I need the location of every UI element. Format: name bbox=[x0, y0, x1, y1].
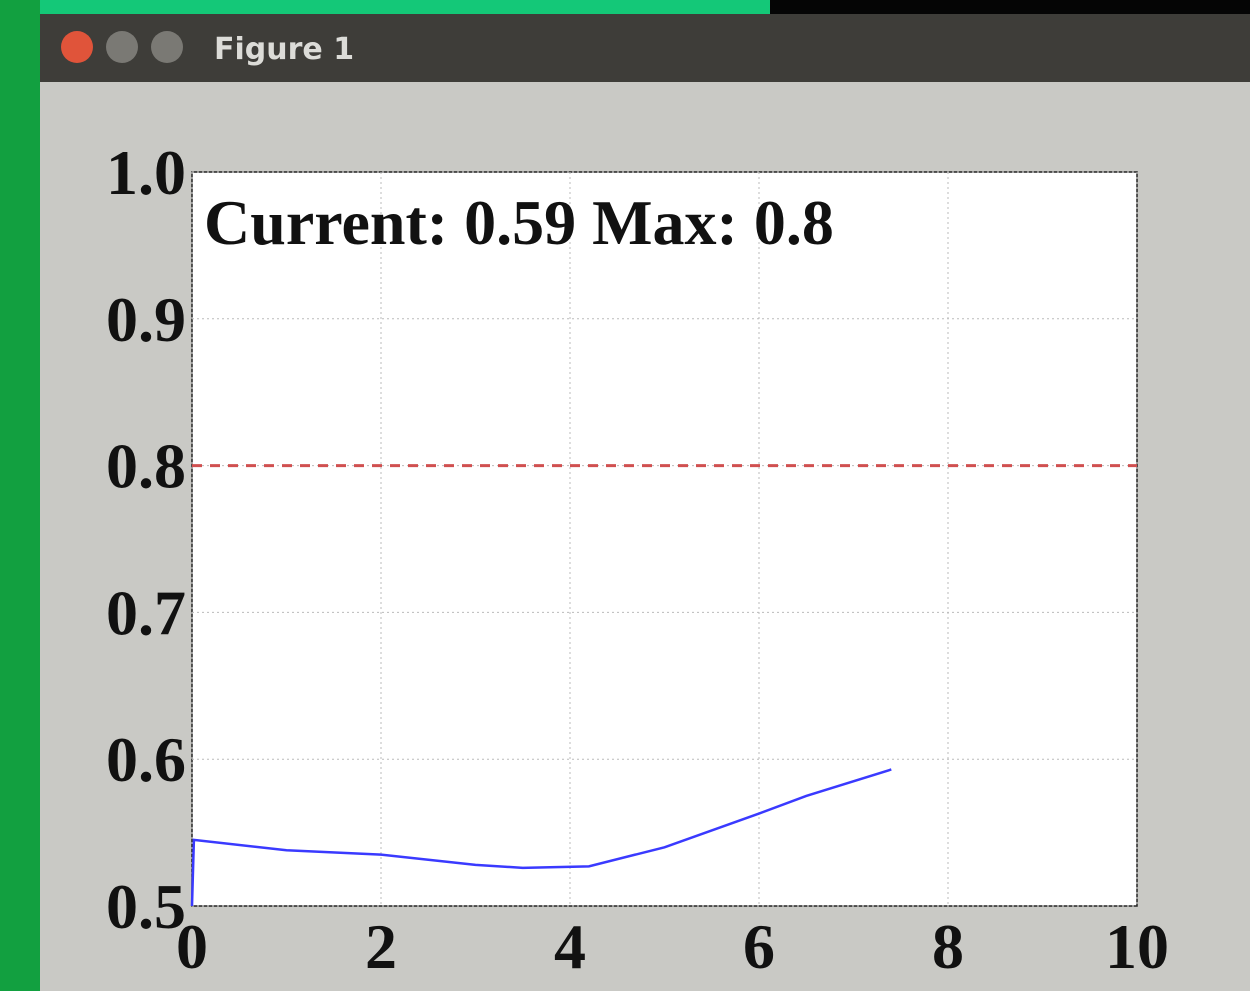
x-tick-label: 8 bbox=[932, 911, 964, 982]
plot-area bbox=[192, 172, 1137, 906]
close-button[interactable] bbox=[61, 31, 93, 63]
screen: Figure 1 02468100.50.60.70.80.91.0Curren… bbox=[0, 0, 1250, 991]
x-tick-label: 4 bbox=[554, 911, 586, 982]
y-tick-label: 0.5 bbox=[106, 871, 186, 942]
minimize-button[interactable] bbox=[106, 31, 138, 63]
y-tick-label: 0.7 bbox=[106, 577, 186, 648]
y-tick-label: 0.8 bbox=[106, 431, 186, 502]
x-tick-label: 10 bbox=[1105, 911, 1169, 982]
x-tick-label: 6 bbox=[743, 911, 775, 982]
maximize-button[interactable] bbox=[151, 31, 183, 63]
y-tick-label: 0.6 bbox=[106, 724, 186, 795]
window-title: Figure 1 bbox=[214, 32, 354, 67]
y-tick-label: 1.0 bbox=[106, 137, 186, 208]
y-tick-label: 0.9 bbox=[106, 284, 186, 355]
x-tick-label: 2 bbox=[365, 911, 397, 982]
annotation: Current: 0.59 Max: 0.8 bbox=[204, 187, 834, 258]
desktop-strip bbox=[0, 0, 40, 991]
